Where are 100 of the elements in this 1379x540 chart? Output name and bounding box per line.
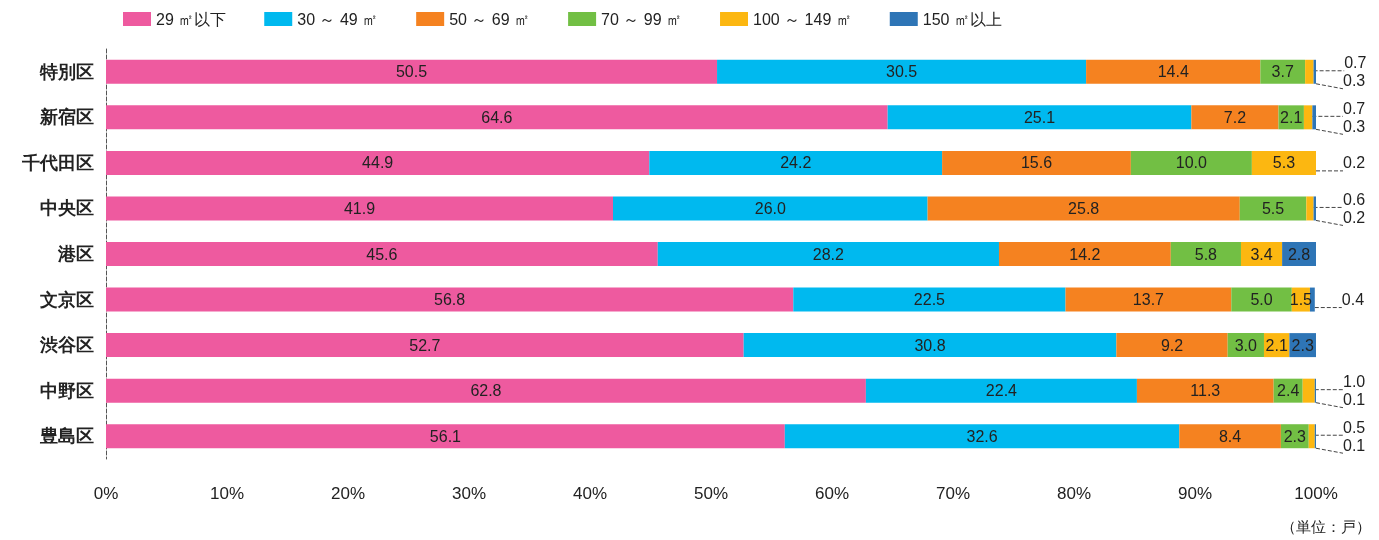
- data-label: 32.6: [966, 427, 998, 445]
- data-label: 3.7: [1271, 63, 1294, 81]
- x-tick-label: 100%: [1294, 484, 1338, 503]
- y-tick-label: 文京区: [39, 289, 94, 310]
- data-label: 52.7: [409, 336, 441, 354]
- bar: [793, 287, 1066, 312]
- data-label: 0.5: [1343, 418, 1366, 436]
- bar: [1065, 287, 1232, 312]
- data-label: 0.3: [1343, 72, 1366, 90]
- data-label: 5.3: [1272, 154, 1296, 172]
- data-label: 14.2: [1069, 245, 1101, 263]
- legend-label: 100 ～ 149 ㎡: [753, 10, 852, 28]
- data-label: 2.8: [1287, 245, 1311, 263]
- data-label: 28.2: [812, 245, 845, 263]
- bar: [1130, 150, 1252, 175]
- bar: [1308, 424, 1315, 449]
- bar: [106, 378, 866, 403]
- bar: [743, 333, 1117, 358]
- bar: [942, 150, 1131, 175]
- data-label: 30.8: [914, 336, 946, 354]
- bar: [106, 105, 888, 130]
- data-label: 0.2: [1343, 208, 1366, 226]
- bar: [1136, 378, 1274, 403]
- bar: [1179, 424, 1281, 449]
- data-label: 0.1: [1343, 436, 1366, 454]
- bar: [106, 196, 613, 221]
- x-tick-label: 30%: [451, 484, 487, 503]
- bar: [717, 59, 1087, 84]
- data-label: 64.6: [481, 108, 513, 126]
- data-label: 25.8: [1068, 199, 1100, 217]
- legend-label: 70 ～ 99 ㎡: [601, 10, 683, 28]
- bar: [1303, 105, 1313, 130]
- data-label: 2.1: [1280, 108, 1303, 126]
- data-label: 45.6: [366, 245, 398, 263]
- x-tick-label: 20%: [330, 484, 366, 503]
- bar: [1251, 150, 1316, 175]
- bar: [1306, 196, 1314, 221]
- y-tick-label: 中央区: [40, 198, 94, 219]
- bar: [1086, 59, 1261, 84]
- data-label: 22.5: [913, 291, 946, 309]
- bar: [1312, 105, 1316, 130]
- bar: [657, 242, 999, 266]
- x-tick-label: 70%: [935, 484, 971, 503]
- bar: [865, 378, 1137, 403]
- data-label: 2.4: [1277, 382, 1300, 400]
- data-label: 25.1: [1023, 108, 1056, 126]
- data-label: 5.8: [1194, 245, 1218, 263]
- data-label: 0.3: [1343, 117, 1366, 135]
- x-tick-label: 10%: [209, 484, 245, 503]
- data-label: 62.8: [470, 382, 502, 400]
- data-label: 5.5: [1261, 199, 1285, 217]
- x-tick-label: 40%: [572, 484, 608, 503]
- data-label: 56.1: [429, 427, 462, 445]
- y-tick-label: 特別区: [39, 61, 94, 82]
- data-label: 0.7: [1344, 54, 1367, 72]
- data-label: 13.7: [1132, 291, 1165, 309]
- data-label: 0.2: [1343, 154, 1366, 172]
- bar: [887, 105, 1192, 130]
- data-label: 15.6: [1020, 154, 1053, 172]
- data-label: 14.4: [1157, 63, 1189, 81]
- data-label: 1.0: [1343, 373, 1366, 391]
- bar: [1260, 59, 1306, 84]
- legend-label: 50 ～ 69 ㎡: [449, 10, 531, 28]
- legend-label: 30 ～ 49 ㎡: [297, 10, 379, 28]
- bar: [1302, 378, 1315, 403]
- bar: [106, 333, 744, 358]
- bar: [1191, 105, 1279, 130]
- data-label: 41.9: [343, 199, 376, 217]
- bar: [1305, 59, 1314, 84]
- data-label: 0.6: [1343, 190, 1366, 208]
- data-label: 2.1: [1265, 336, 1288, 354]
- y-tick-label: 千代田区: [21, 152, 94, 173]
- x-tick-label: 90%: [1177, 484, 1213, 503]
- data-label: 0.7: [1343, 99, 1366, 117]
- bar: [106, 242, 658, 266]
- bar: [927, 196, 1240, 221]
- y-tick-label: 港区: [57, 244, 94, 264]
- data-label: 24.2: [780, 154, 812, 172]
- data-label: 2.3: [1291, 336, 1314, 354]
- bar: [106, 59, 718, 84]
- x-tick-label: 60%: [814, 484, 850, 503]
- data-label: 0.1: [1343, 391, 1366, 409]
- bar: [106, 150, 650, 175]
- bar: [998, 242, 1171, 266]
- data-label: 7.2: [1223, 108, 1247, 126]
- y-tick-label: 新宿区: [39, 107, 94, 128]
- data-label: 56.8: [434, 291, 466, 309]
- x-tick-label: 0%: [93, 484, 119, 503]
- bar: [1231, 287, 1292, 312]
- y-tick-label: 渋谷区: [39, 335, 94, 356]
- bar: [106, 287, 794, 312]
- bar: [1170, 242, 1241, 266]
- x-tick-label: 50%: [693, 484, 729, 503]
- data-label: 22.4: [985, 382, 1018, 400]
- data-label: 26.0: [754, 199, 786, 217]
- data-label: 9.2: [1160, 336, 1184, 354]
- data-label: 8.4: [1218, 427, 1242, 445]
- bar: [649, 150, 943, 175]
- data-label: 2.3: [1283, 427, 1307, 445]
- bar: [612, 196, 928, 221]
